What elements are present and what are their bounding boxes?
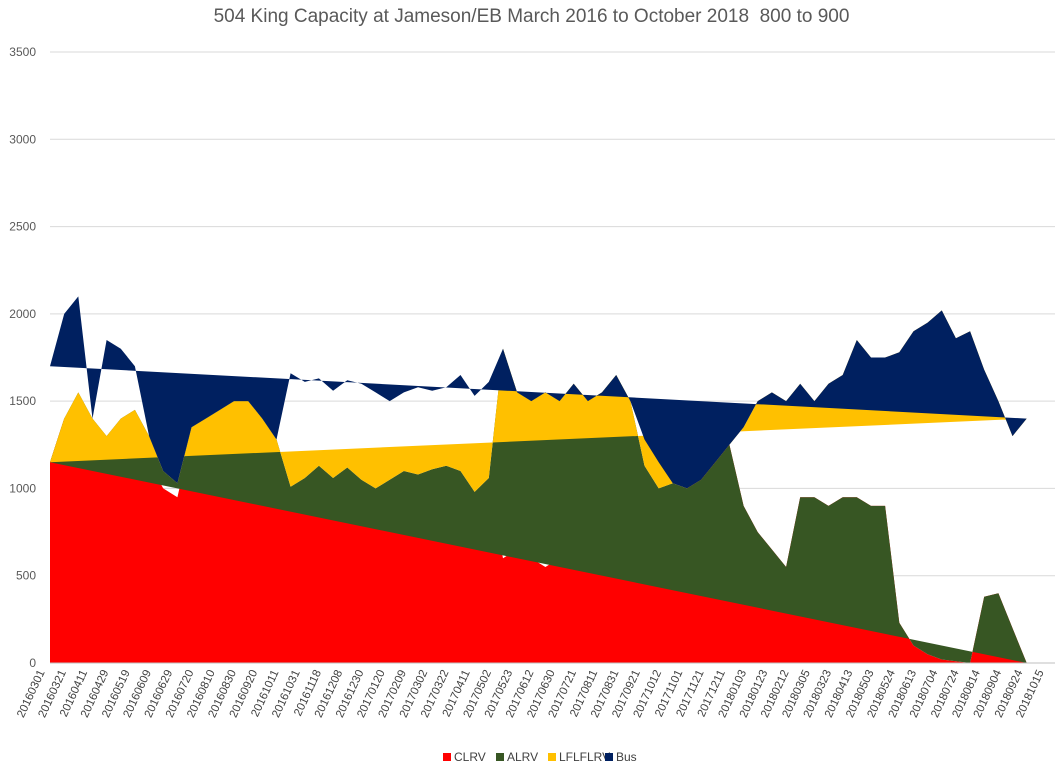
- legend-item-alrv: ALRV: [496, 750, 538, 764]
- legend-item-clrv: CLRV: [443, 750, 486, 764]
- y-tick-label: 1500: [9, 394, 36, 408]
- area-series-group: [50, 296, 1055, 663]
- legend-swatch: [496, 753, 504, 761]
- area-series-alrv: [50, 348, 1027, 663]
- y-tick-label: 0: [29, 656, 36, 670]
- chart-title: 504 King Capacity at Jameson/EB March 20…: [213, 6, 850, 27]
- area-series-bus: [50, 296, 1027, 489]
- y-tick-label: 3500: [9, 45, 36, 59]
- legend-label: ALRV: [507, 750, 539, 764]
- area-series-lflflrv: [50, 310, 1027, 492]
- legend-swatch: [548, 753, 556, 761]
- y-tick-label: 1000: [9, 481, 36, 495]
- legend-item-bus: Bus: [605, 750, 637, 764]
- legend-label: LFLFLRV: [559, 750, 611, 764]
- y-tick-label: 3000: [9, 132, 36, 146]
- legend-label: CLRV: [454, 750, 486, 764]
- legend-item-lflflrv: LFLFLRV: [548, 750, 610, 764]
- y-tick-label: 500: [16, 569, 36, 583]
- legend-label: Bus: [616, 750, 637, 764]
- y-tick-label: 2000: [9, 307, 36, 321]
- y-tick-label: 2500: [9, 220, 36, 234]
- x-axis-ticks: 2016030120160321201604112016042920160519…: [15, 668, 1047, 720]
- y-axis-ticks: 0 500 1000 1500 2000 2500 3000 3500: [9, 45, 36, 670]
- legend-swatch: [605, 753, 613, 761]
- legend-swatch: [443, 753, 451, 761]
- legend: CLRV ALRV LFLFLRV Bus: [0, 750, 1063, 766]
